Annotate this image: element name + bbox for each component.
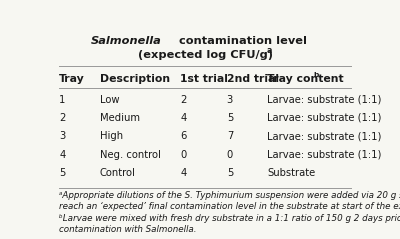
Text: 5: 5 [227, 113, 233, 123]
Text: Neg. control: Neg. control [100, 150, 160, 160]
Text: Larvae: substrate (1:1): Larvae: substrate (1:1) [267, 113, 381, 123]
Text: 6: 6 [180, 131, 186, 141]
Text: Tray content: Tray content [267, 74, 344, 84]
Text: Medium: Medium [100, 113, 140, 123]
Text: Larvae: substrate (1:1): Larvae: substrate (1:1) [267, 150, 381, 160]
Text: 1st trial: 1st trial [180, 74, 228, 84]
Text: High: High [100, 131, 123, 141]
Text: Larvae: substrate (1:1): Larvae: substrate (1:1) [267, 95, 381, 104]
Text: Low: Low [100, 95, 119, 104]
Text: Larvae: substrate (1:1): Larvae: substrate (1:1) [267, 131, 381, 141]
Text: Control: Control [100, 168, 136, 178]
Text: 1: 1 [59, 95, 66, 104]
Text: 4: 4 [180, 113, 186, 123]
Text: 3: 3 [227, 95, 233, 104]
Text: Tray: Tray [59, 74, 85, 84]
Text: a: a [266, 46, 272, 55]
Text: 3: 3 [59, 131, 66, 141]
Text: (expected log CFU/g): (expected log CFU/g) [138, 50, 272, 60]
Text: 2: 2 [180, 95, 186, 104]
Text: contamination level: contamination level [103, 36, 307, 46]
Text: 2: 2 [59, 113, 66, 123]
Text: Salmonella: Salmonella [90, 36, 161, 46]
Text: 4: 4 [59, 150, 66, 160]
Text: 0: 0 [227, 150, 233, 160]
Text: Substrate: Substrate [267, 168, 315, 178]
Text: 7: 7 [227, 131, 233, 141]
Text: 5: 5 [59, 168, 66, 178]
Text: Description: Description [100, 74, 170, 84]
Text: 2nd trial: 2nd trial [227, 74, 279, 84]
Text: 4: 4 [180, 168, 186, 178]
Text: b: b [313, 72, 318, 78]
Text: 5: 5 [227, 168, 233, 178]
Text: 0: 0 [180, 150, 186, 160]
Text: ᵃAppropriate dilutions of the S. Typhimurium suspension were added via 20 g spen: ᵃAppropriate dilutions of the S. Typhimu… [59, 191, 400, 234]
